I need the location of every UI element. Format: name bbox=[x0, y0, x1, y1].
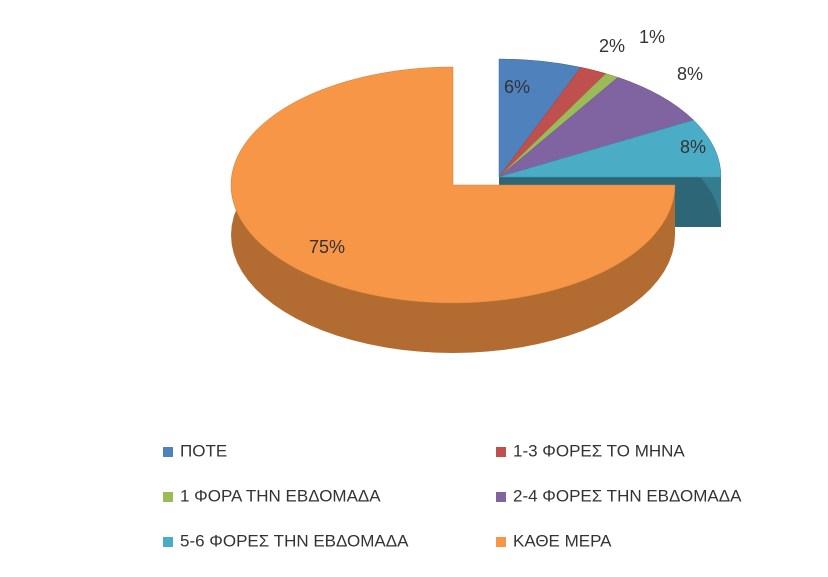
legend-label: ΚΑΘΕ ΜΕΡΑ bbox=[513, 531, 612, 550]
slice-top bbox=[230, 66, 676, 304]
data-label: 75% bbox=[309, 237, 345, 257]
legend-swatch bbox=[496, 447, 506, 457]
data-label: 8% bbox=[677, 64, 703, 84]
legend: ΠΟΤΕ 1-3 ΦΟΡΕΣ ΤΟ ΜΗΝΑ 1 ΦΟΡΑ ΤΗΝ ΕΒΔΟΜΑΔΑ… bbox=[163, 441, 742, 550]
data-label: 6% bbox=[504, 77, 530, 97]
legend-swatch bbox=[496, 537, 506, 547]
data-label: 2% bbox=[599, 36, 625, 56]
data-label: 1% bbox=[639, 27, 665, 47]
legend-swatch bbox=[496, 492, 506, 502]
pie: 6% 2% 1% 8% 8% 75% bbox=[230, 27, 722, 353]
legend-label: 1-3 ΦΟΡΕΣ ΤΟ ΜΗΝΑ bbox=[513, 441, 685, 460]
slice-top bbox=[498, 119, 722, 178]
legend-label: ΠΟΤΕ bbox=[180, 441, 227, 460]
slice bbox=[230, 66, 676, 353]
slice-top bbox=[498, 77, 695, 178]
legend-swatch bbox=[163, 537, 173, 547]
legend-label: 5-6 ΦΟΡΕΣ ΤΗΝ ΕΒΔΟΜΑΔΑ bbox=[180, 531, 409, 550]
data-label: 8% bbox=[680, 137, 706, 157]
legend-label: 1 ΦΟΡΑ ΤΗΝ ΕΒΔΟΜΑΔΑ bbox=[180, 486, 381, 505]
legend-swatch bbox=[163, 447, 173, 457]
legend-label: 2-4 ΦΟΡΕΣ ΤΗΝ ΕΒΔΟΜΑΔΑ bbox=[513, 486, 742, 505]
legend-swatch bbox=[163, 492, 173, 502]
